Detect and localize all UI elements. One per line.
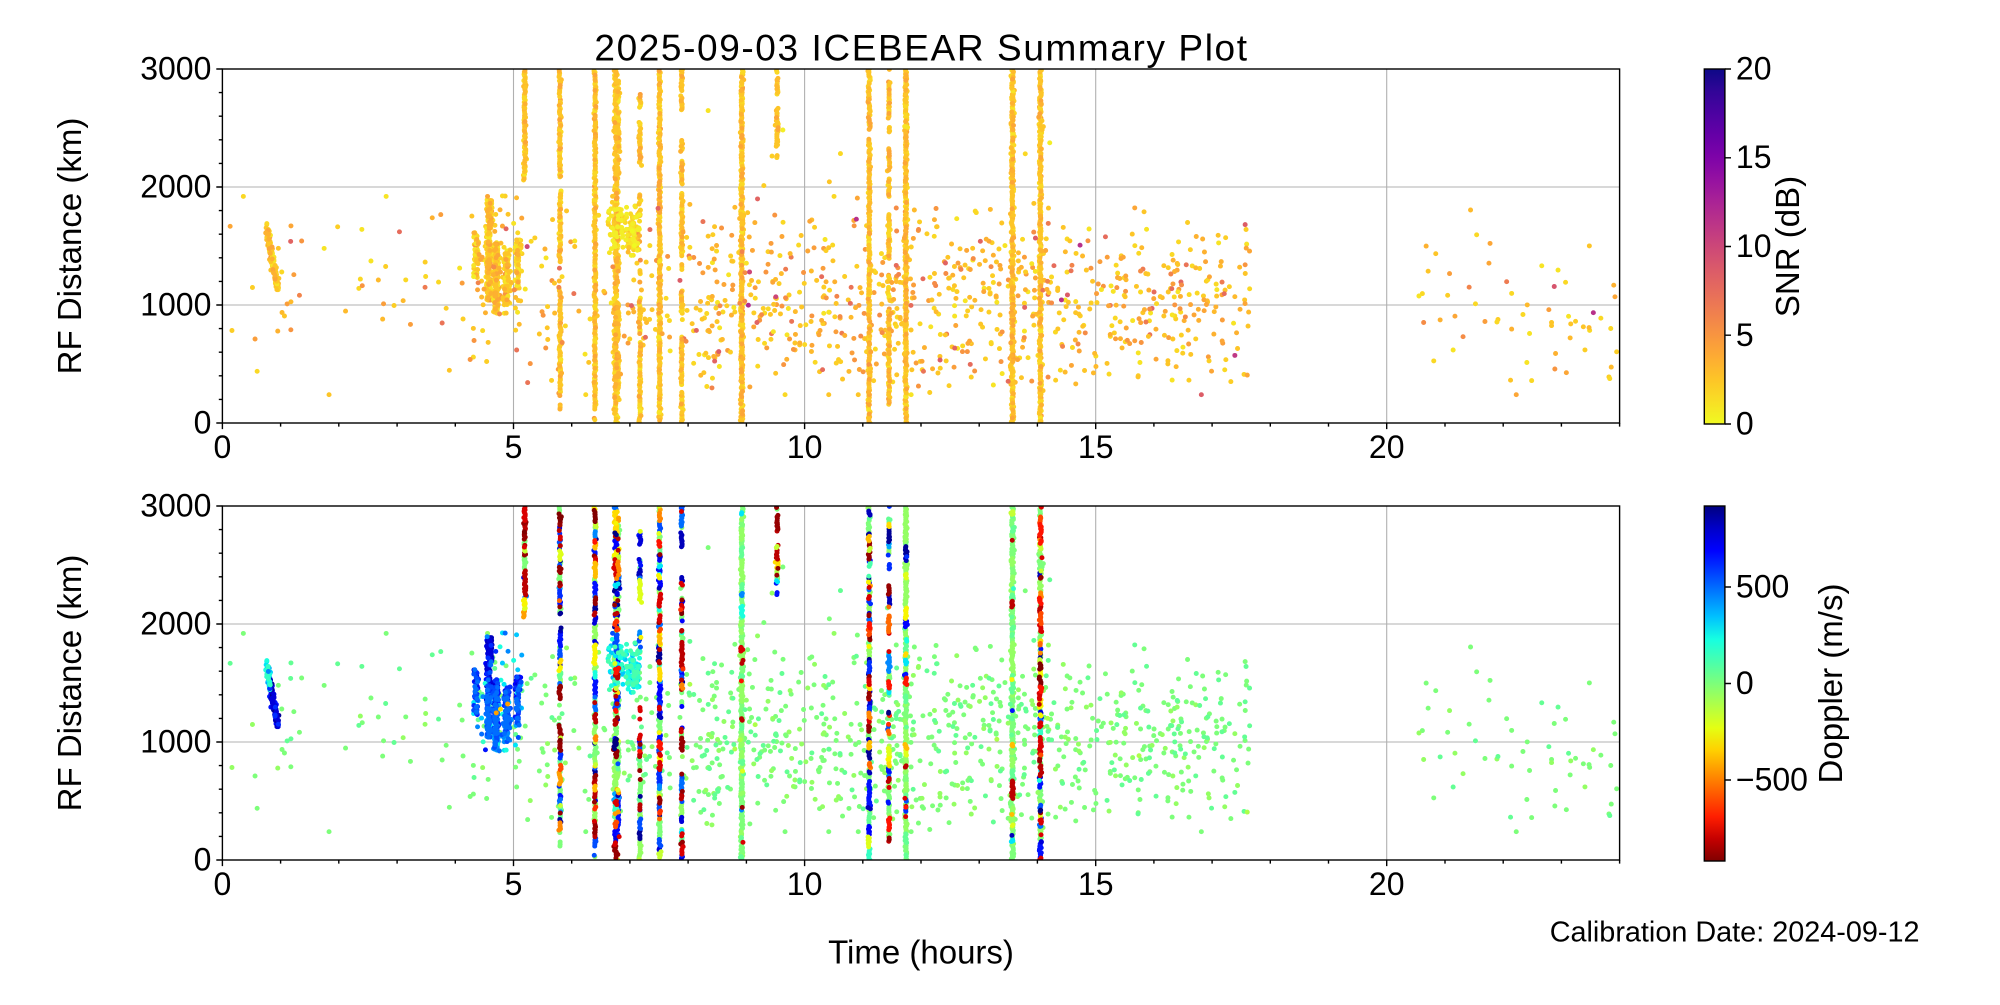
- svg-text:20: 20: [1369, 866, 1405, 902]
- svg-text:2025-09-03 ICEBEAR Summary Plo: 2025-09-03 ICEBEAR Summary Plot: [594, 28, 1248, 69]
- svg-text:2000: 2000: [140, 169, 211, 205]
- svg-text:15: 15: [1736, 139, 1772, 175]
- svg-text:20: 20: [1736, 51, 1772, 87]
- svg-text:20: 20: [1369, 429, 1405, 465]
- svg-text:500: 500: [1736, 569, 1789, 605]
- svg-text:1000: 1000: [140, 287, 211, 323]
- svg-text:Doppler (m/s): Doppler (m/s): [1812, 584, 1849, 784]
- svg-text:0: 0: [1736, 406, 1754, 442]
- svg-text:10: 10: [787, 866, 823, 902]
- svg-text:Calibration Date: 2024-09-12: Calibration Date: 2024-09-12: [1550, 917, 1920, 949]
- svg-text:3000: 3000: [140, 51, 211, 87]
- svg-text:SNR (dB): SNR (dB): [1769, 176, 1806, 317]
- svg-text:15: 15: [1078, 429, 1114, 465]
- svg-text:10: 10: [787, 429, 823, 465]
- svg-text:5: 5: [1736, 317, 1754, 353]
- svg-text:5: 5: [505, 429, 523, 465]
- svg-text:5: 5: [505, 866, 523, 902]
- svg-text:2000: 2000: [140, 606, 211, 642]
- svg-text:10: 10: [1736, 228, 1772, 264]
- svg-text:0: 0: [214, 429, 232, 465]
- svg-text:15: 15: [1078, 866, 1114, 902]
- svg-text:0: 0: [194, 405, 212, 441]
- svg-text:−500: −500: [1736, 762, 1808, 798]
- svg-text:3000: 3000: [140, 488, 211, 524]
- svg-text:0: 0: [1736, 665, 1754, 701]
- svg-text:1000: 1000: [140, 724, 211, 760]
- svg-text:RF Distance (km): RF Distance (km): [51, 118, 88, 375]
- svg-text:0: 0: [214, 866, 232, 902]
- svg-text:Time (hours): Time (hours): [828, 934, 1014, 971]
- svg-text:RF Distance (km): RF Distance (km): [51, 555, 88, 812]
- svg-text:0: 0: [194, 842, 212, 878]
